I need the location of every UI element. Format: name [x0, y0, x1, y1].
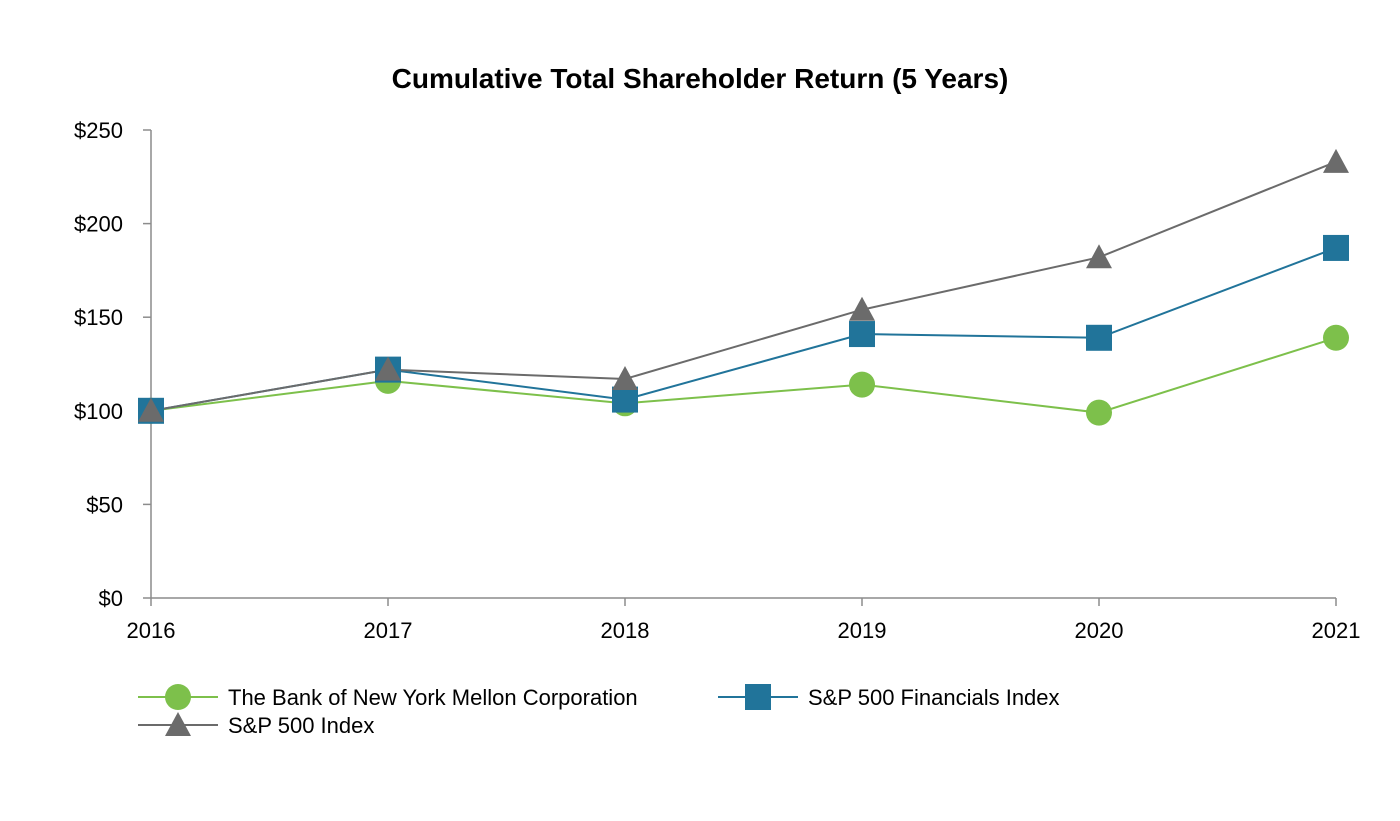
series-3-point-2021 [1323, 148, 1349, 173]
series-2-point-2021 [1323, 234, 1349, 261]
series-lines [150, 160, 1337, 414]
y-tick-label: $200 [74, 212, 123, 237]
legend-item-1: The Bank of New York Mellon Corporation [138, 684, 638, 710]
legend-item-2: S&P 500 Financials Index [718, 684, 1060, 710]
legend-label: S&P 500 Financials Index [808, 685, 1060, 710]
chart-title: Cumulative Total Shareholder Return (5 Y… [392, 63, 1009, 94]
series-3-point-2019 [849, 296, 875, 321]
legend-marker [165, 684, 191, 710]
x-tick-label: 2019 [838, 618, 887, 643]
series-3-point-2016 [138, 397, 164, 422]
legend-label: S&P 500 Index [228, 713, 374, 738]
series-3-point-2020 [1086, 244, 1112, 269]
y-tick-label: $150 [74, 305, 123, 330]
y-tick-label: $100 [74, 399, 123, 424]
series-line-1 [150, 336, 1337, 414]
series-2-point-2019 [849, 321, 875, 348]
x-tick-label: 2017 [364, 618, 413, 643]
y-tick-label: $250 [74, 118, 123, 143]
legend-item-3: S&P 500 Index [138, 712, 374, 738]
legend: The Bank of New York Mellon Corporation S… [138, 684, 1060, 738]
y-tick-label: $0 [99, 586, 123, 611]
x-tick-label: 2021 [1312, 618, 1361, 643]
series-1-point-2020 [1086, 399, 1112, 426]
y-tick-label: $50 [86, 492, 123, 517]
series-3-point-2017 [375, 356, 401, 381]
series-3-point-2018 [612, 365, 638, 390]
series-line-2 [150, 247, 1337, 412]
axes: $0 $50 $100 $150 $200 $250 2016 2017 2018 2019 202… [74, 118, 1360, 643]
legend-marker [165, 712, 191, 736]
series-1-point-2019 [849, 371, 875, 398]
legend-label: The Bank of New York Mellon Corporation [228, 685, 638, 710]
series-1-point-2021 [1323, 324, 1349, 351]
x-tick-label: 2018 [601, 618, 650, 643]
series-line-3 [150, 160, 1337, 412]
x-tick-label: 2020 [1075, 618, 1124, 643]
series-markers [138, 148, 1349, 426]
legend-marker [745, 684, 771, 710]
series-2-point-2018 [612, 386, 638, 413]
series-2-point-2020 [1086, 324, 1112, 351]
x-tick-label: 2016 [127, 618, 176, 643]
